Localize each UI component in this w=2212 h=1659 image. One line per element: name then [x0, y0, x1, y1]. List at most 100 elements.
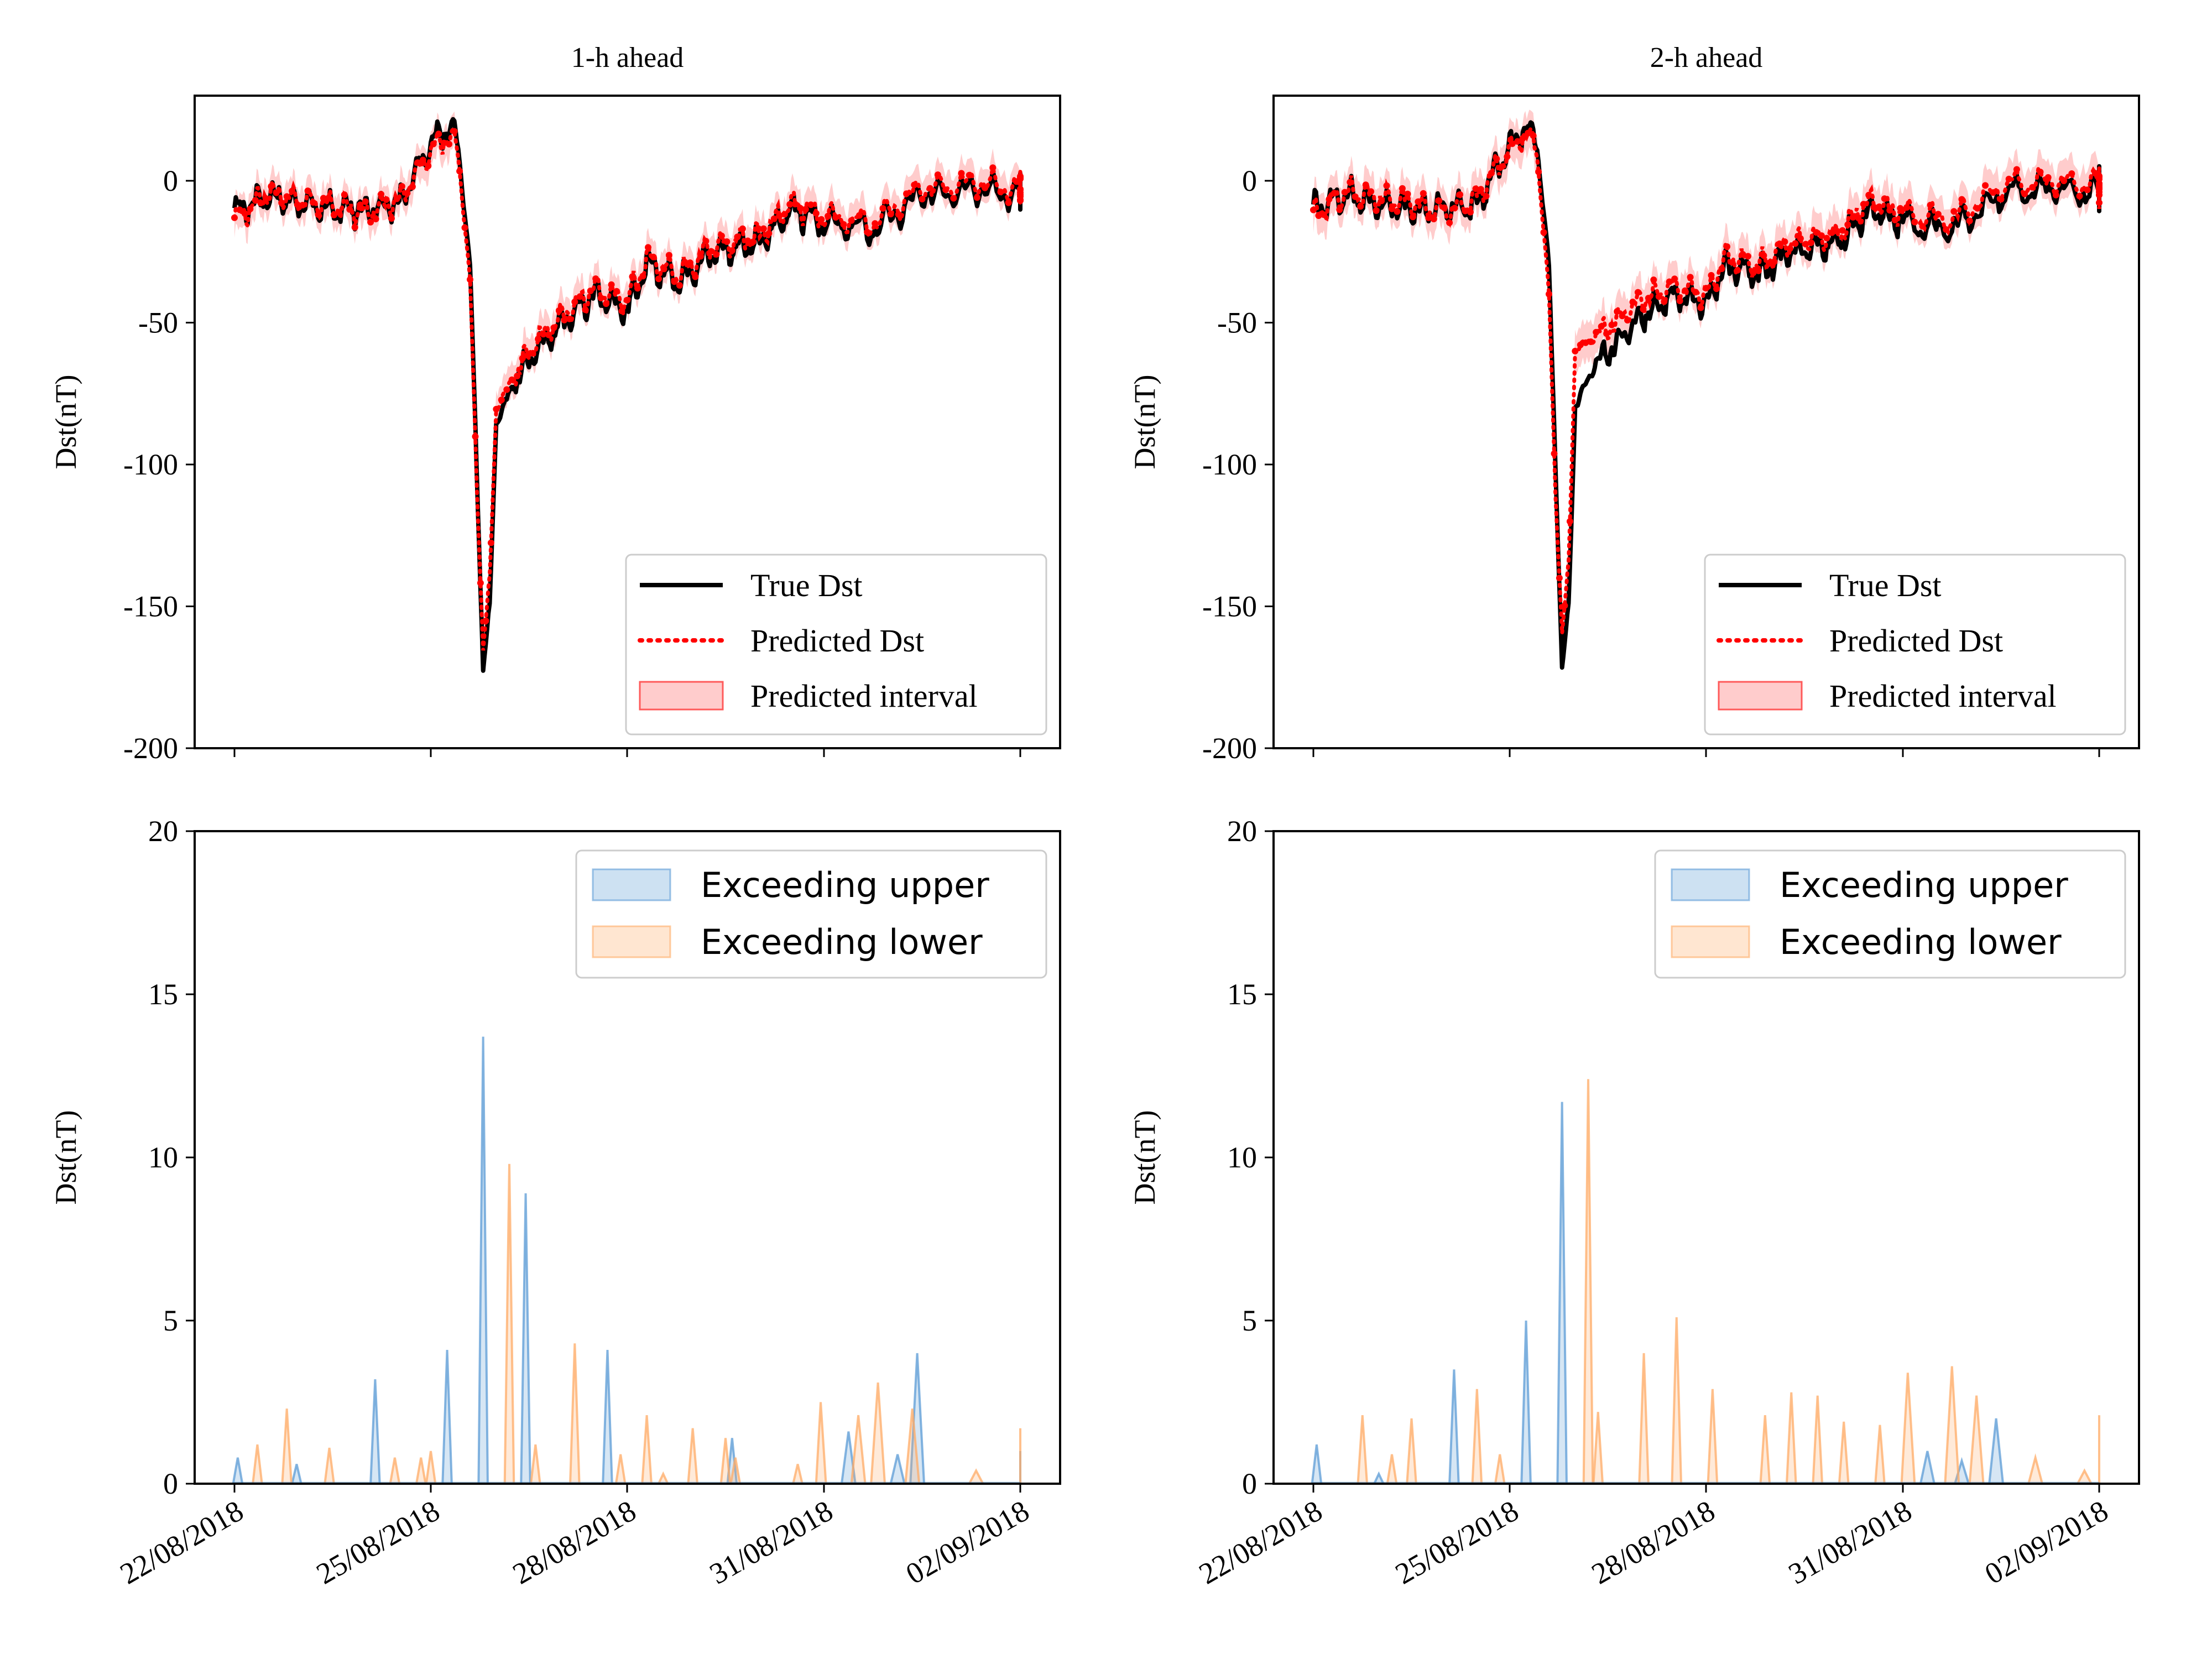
predicted-dst-point [419, 156, 426, 164]
predicted-dst-point [1399, 185, 1406, 192]
predicted-dst-point [592, 275, 599, 282]
exceeding-lower-spike [324, 1447, 336, 1485]
exceeding-lower-spike [251, 1444, 263, 1485]
predicted-dst-point [1750, 269, 1757, 276]
predicted-dst-point [1839, 227, 1846, 234]
predicted-dst-point [561, 316, 568, 324]
predicted-dst-point [613, 288, 620, 295]
y-tick-label: -150 [123, 589, 178, 623]
predicted-dst-point [1744, 253, 1751, 260]
predicted-dst-point [241, 210, 248, 217]
predicted-dst-point [942, 186, 950, 194]
predicted-dst-point [1697, 304, 1704, 311]
predicted-dst-point [435, 131, 442, 138]
predicted-dst-point [409, 183, 416, 190]
predicted-dst-point [618, 307, 625, 315]
predicted-dst-point [1823, 234, 1830, 242]
predicted-dst-point [707, 248, 714, 255]
predicted-dst-point [1927, 201, 1934, 208]
predicted-dst-point [493, 405, 500, 413]
y-tick-label: -200 [1202, 732, 1257, 765]
predicted-dst-point [1415, 198, 1422, 205]
exceeding-lower-spike [1838, 1421, 1850, 1485]
predicted-dst-point [1572, 347, 1579, 354]
predicted-dst-point [2076, 192, 2083, 200]
predicted-dst-point [393, 195, 400, 202]
predicted-dst-point [2005, 175, 2012, 182]
legend-box [575, 849, 1047, 979]
axes-frame [194, 830, 1061, 1485]
predicted-dst-point [1347, 179, 1354, 186]
predicted-dst-point [1451, 205, 1458, 212]
exceeding-upper-spike [602, 1350, 613, 1485]
predicted-dst-point [734, 233, 741, 241]
y-axis-label: Dst(nT) [49, 375, 82, 469]
predicted-dst-point [1765, 259, 1772, 267]
predicted-dst-point [1881, 195, 1888, 202]
predicted-dst-point [692, 273, 699, 280]
predicted-dst-point [1441, 204, 1448, 211]
legend-upper-swatch [1671, 868, 1750, 901]
legend-label: Predicted Dst [750, 623, 924, 659]
predicted-dst-point [1813, 229, 1820, 236]
predicted-dst-point [446, 140, 453, 148]
predicted-dst-point [1844, 221, 1851, 228]
y-tick-label: 5 [1242, 1304, 1257, 1337]
predicted-dst-point [660, 265, 667, 273]
predicted-dst-point [2037, 169, 2044, 175]
predicted-dst-point [1865, 191, 1872, 199]
predicted-dst-point [1362, 181, 1369, 189]
predicted-dst-point [1624, 317, 1631, 324]
predicted-dst-point [555, 307, 562, 314]
predicted-dst-point [1389, 205, 1395, 212]
legend-label: True Dst [750, 567, 863, 603]
legend-upper-swatch [592, 868, 671, 901]
predicted-dst-point [2096, 199, 2103, 206]
predicted-dst-point [414, 159, 421, 166]
predicted-dst-point [676, 282, 683, 289]
exceeding-lower-spike [281, 1408, 293, 1485]
legend-box [1654, 849, 2126, 979]
predicted-dst-point [1855, 214, 1862, 221]
predicted-dst-point [1477, 186, 1484, 193]
legend-label: Predicted interval [750, 678, 978, 714]
predicted-dst-point [336, 209, 343, 216]
exceeding-lower-spike [791, 1464, 804, 1485]
predicted-dst-point [855, 212, 863, 219]
exceeding-lower-spike [1707, 1389, 1719, 1485]
predicted-dst-point [1990, 189, 1997, 196]
predicted-dst-point [1514, 138, 1521, 145]
predicted-dst-point [802, 206, 809, 213]
predicted-dst-point [1734, 267, 1741, 274]
x-tick-label: 02/09/2018 [900, 1494, 1035, 1590]
predicted-dst-point [1430, 216, 1437, 222]
predicted-dst-point [966, 171, 973, 179]
predicted-dst-point [1666, 278, 1673, 285]
exceeding-lower-spike [425, 1451, 437, 1485]
predicted-dst-point [1378, 197, 1385, 205]
predicted-dst-point [1436, 197, 1443, 205]
exceeding-lower-spike [1900, 1373, 1916, 1485]
y-tick-label: -100 [123, 448, 178, 481]
predicted-dst-point [1828, 229, 1835, 236]
exceeding-lower-spike [1944, 1366, 1960, 1485]
predicted-dst-point [1781, 238, 1788, 246]
predicted-dst-point [797, 205, 804, 212]
predicted-dst-point [289, 187, 296, 195]
x-tick-label: 22/08/2018 [1193, 1494, 1328, 1590]
axes-frame [1272, 830, 2140, 1485]
predicted-dst-point [1614, 308, 1621, 315]
predicted-dst-point [1425, 214, 1432, 221]
predicted-dst-point [1771, 258, 1778, 265]
y-axis-label: Dst(nT) [1128, 375, 1161, 469]
predicted-dst-point [2044, 174, 2052, 181]
exceeding-lower-spike [870, 1382, 886, 1485]
exceeding-lower-spike [1759, 1415, 1771, 1485]
legend-label: Exceeding lower [1780, 922, 2062, 962]
exceeding-lower-spike [2027, 1453, 2044, 1485]
predicted-dst-point [718, 232, 725, 239]
predicted-dst-point [1535, 168, 1542, 175]
predicted-dst-point [1718, 265, 1725, 272]
predicted-dst-point [744, 237, 752, 244]
predicted-dst-point [461, 224, 468, 231]
